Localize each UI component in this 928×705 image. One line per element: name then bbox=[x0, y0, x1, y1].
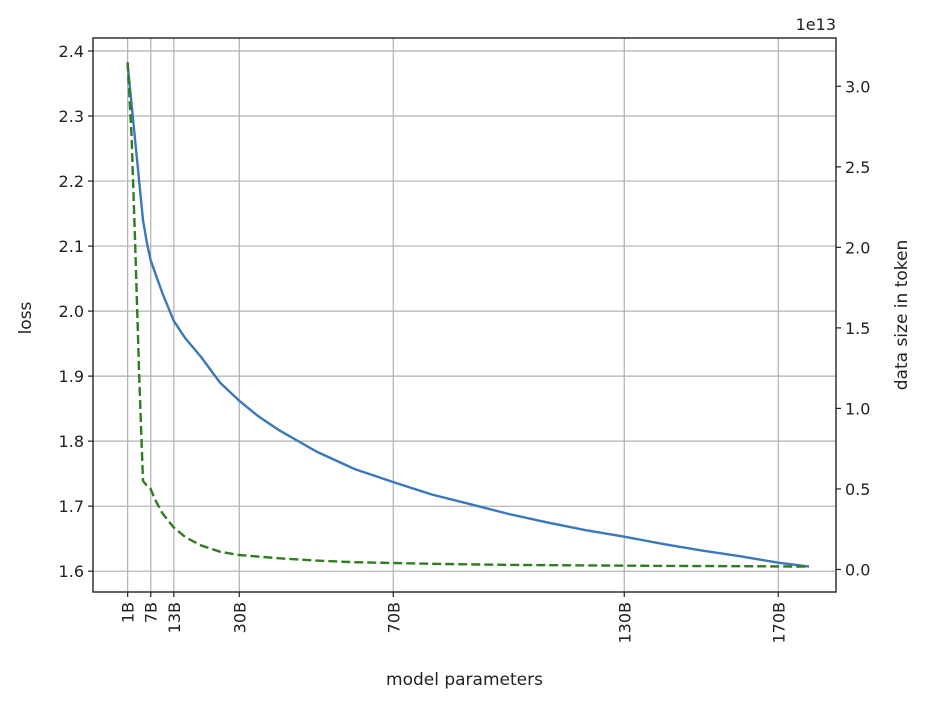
y-left-tick-label: 2.4 bbox=[59, 42, 84, 61]
y-left-tick-label: 1.9 bbox=[59, 367, 84, 386]
grid bbox=[93, 38, 836, 592]
plot-frame bbox=[92, 37, 837, 593]
y-right-tick-label: 0.5 bbox=[845, 480, 870, 499]
x-tick-label: 30B bbox=[230, 602, 249, 633]
y-right-tick-label: 3.0 bbox=[845, 77, 870, 96]
y-left-tick-label: 2.3 bbox=[59, 107, 84, 126]
right-axis-offset-label: 1e13 bbox=[796, 15, 836, 34]
y-right-tick-label: 1.0 bbox=[845, 399, 870, 418]
y-right-tick-label: 0.0 bbox=[845, 560, 870, 579]
x-tick-label: 13B bbox=[165, 602, 184, 633]
x-tick-label: 170B bbox=[769, 602, 788, 644]
x-tick-label: 130B bbox=[615, 602, 634, 644]
y-left-tick-label: 1.6 bbox=[59, 562, 84, 581]
y-axis-label-left: loss bbox=[16, 301, 36, 334]
series-line-data-size bbox=[126, 62, 810, 568]
x-tick-label: 7B bbox=[142, 602, 161, 623]
y-right-tick-label: 2.0 bbox=[845, 238, 870, 257]
y-left-tick-label: 1.8 bbox=[59, 432, 84, 451]
ticks: 1B 7B 13B 30B 70B 130B 170B 1.6 1.7 1.8 1.9 2.0 2.1 2… bbox=[59, 42, 871, 644]
y-left-tick-label: 1.7 bbox=[59, 497, 84, 516]
x-axis-label: model parameters bbox=[386, 670, 543, 690]
series-line-loss bbox=[126, 63, 810, 568]
x-tick-label: 1B bbox=[119, 602, 138, 623]
series-layer bbox=[126, 62, 810, 568]
y-right-tick-label: 1.5 bbox=[845, 319, 870, 338]
y-left-tick-label: 2.1 bbox=[59, 237, 84, 256]
y-right-tick-label: 2.5 bbox=[845, 158, 870, 177]
x-tick-label: 70B bbox=[384, 602, 403, 633]
y-axis-label-right: data size in token bbox=[892, 240, 912, 391]
y-left-tick-label: 2.0 bbox=[59, 302, 84, 321]
y-left-tick-label: 2.2 bbox=[59, 172, 84, 191]
